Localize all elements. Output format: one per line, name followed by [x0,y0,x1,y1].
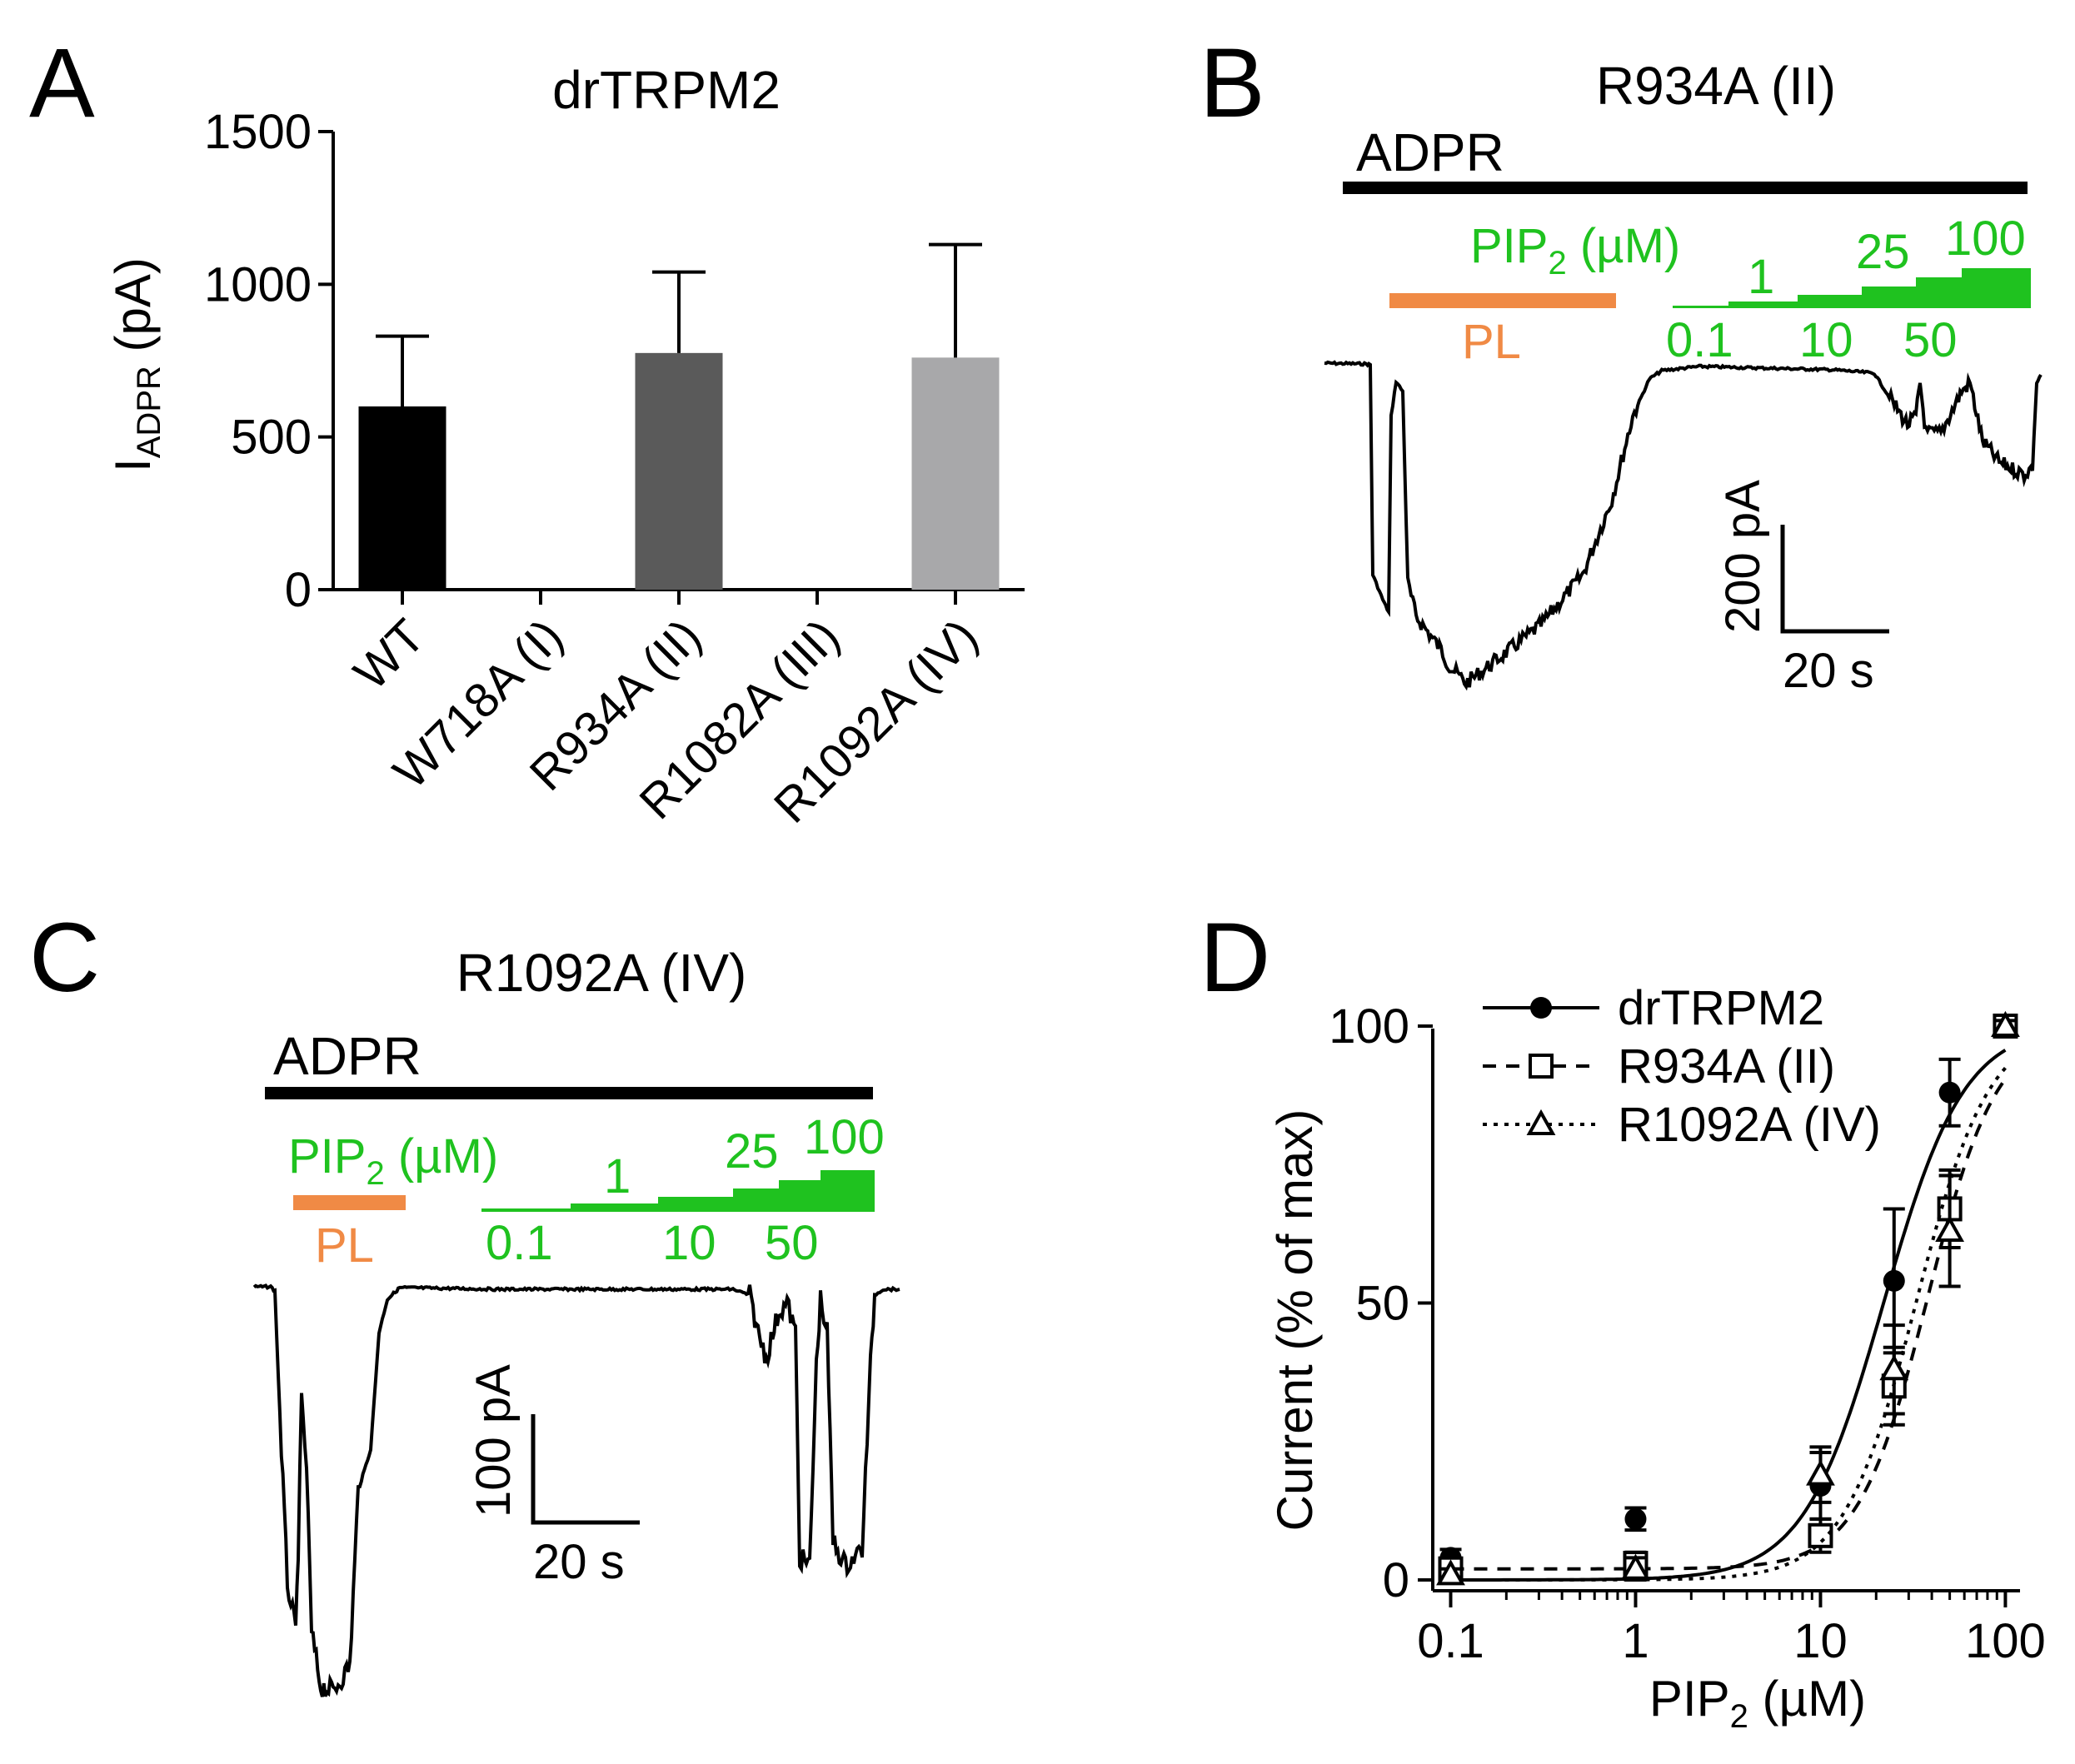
panel-d-y-axis-label: Current (% of max) [1267,1109,1323,1532]
y-tick-label: 0 [1383,1553,1409,1607]
x-tick-label: WT [343,609,435,700]
x-label-unit: (µM) [1748,1671,1866,1727]
panel-b-pip2-staircase [1673,268,2031,308]
y-tick-label: 1000 [204,257,312,311]
panel-b-conc-0.1: 0.1 [1666,313,1733,367]
legend-marker [1529,1054,1554,1079]
y-tick-label: 0 [285,563,312,617]
panel-b-scale-bar [1780,525,1889,634]
panel-c-letter: C [29,903,100,1013]
panel-b-scale-y-label: 200 pA [1716,480,1770,633]
panel-c-scale-x-label: 20 s [533,1535,625,1589]
panel-c-conc-50: 50 [765,1216,819,1270]
panel-b-title: R934A (II) [1596,56,1836,116]
panel-c-pip2-staircase [481,1170,875,1212]
x-tick-label: 1 [1622,1614,1649,1668]
panel-c-scale-y-label: 100 pA [466,1364,521,1517]
pip2-unit: (µM) [1567,219,1680,273]
panel-b-conc-100: 100 [1945,212,2026,266]
pip2-unit: (µM) [385,1129,498,1183]
x-tick-label: 100 [1965,1614,2046,1668]
legend-label: R934A (II) [1618,1039,1835,1094]
data-point-drTRPM2 [1883,1269,1905,1292]
panel-b-adpr-bar [1343,182,2028,194]
pip2-subscript: 2 [1549,245,1567,282]
pip2-text: PIP [288,1129,367,1183]
y-tick-label: 1500 [204,105,312,159]
panel-b-conc-50: 50 [1903,313,1958,367]
panel-a-title: drTRPM2 [552,60,781,120]
panel-b-pl-label: PL [1462,315,1521,369]
panel-b-pl-bar [1389,293,1616,308]
fit-curve-drTRPM2 [1450,1049,2007,1582]
legend-label: R1092A (IV) [1618,1098,1881,1152]
bar-R934A (II) [635,352,723,590]
panel-b-letter: B [1200,28,1265,138]
x-label-main: PIP [1649,1671,1730,1727]
data-point-R1092A (IV) [1621,1553,1650,1580]
panel-c-title: R1092A (IV) [456,943,747,1003]
panel-b-current-trace [1324,360,2043,691]
data-point-R1092A (IV) [1806,1459,1835,1486]
pip2-subscript: 2 [367,1155,385,1192]
y-tick-label: 100 [1329,999,1409,1054]
y-label-sub: ADPR [131,366,167,458]
pip2-text: PIP [1470,219,1549,273]
fit-curve-R934A (II) [1450,1078,2008,1571]
panel-b: B R934A (II) ADPR PIP2 (µM) PL 1 25 100 … [1200,28,2043,698]
data-point-R1092A (IV) [1991,1010,2020,1037]
panel-a-y-axis-label: IADPR (pA) [105,257,167,472]
bar-R1092A (IV) [911,357,1000,590]
panel-c-conc-1: 1 [604,1149,631,1203]
panel-c-current-trace [252,1283,900,1697]
panel-c-conc-100: 100 [804,1110,885,1164]
panel-c-adpr-label: ADPR [273,1026,421,1086]
y-label-main: I [105,458,161,472]
panel-c-pl-bar [293,1195,406,1210]
panel-d-letter: D [1200,903,1270,1013]
svg-text:IADPR (pA): IADPR (pA) [105,257,167,472]
panel-c-adpr-bar [265,1087,873,1099]
panel-b-conc-25: 25 [1856,225,1910,279]
x-tick-label: 10 [1793,1614,1848,1668]
x-label-sub: 2 [1730,1698,1748,1735]
bar-WT [358,406,446,590]
panel-b-pip2-label: PIP2 (µM) [1470,219,1680,282]
data-point-drTRPM2 [1624,1507,1647,1530]
panel-c-pl-label: PL [315,1218,374,1273]
panel-c-conc-10: 10 [662,1216,716,1270]
y-tick-label: 500 [231,411,312,465]
data-point-drTRPM2 [1938,1081,1961,1104]
panel-c-conc-0.1: 0.1 [486,1216,553,1270]
x-tick-label: 0.1 [1417,1614,1484,1668]
panel-b-scale-x-label: 20 s [1783,644,1874,698]
panel-a-letter: A [29,28,95,138]
y-label-unit: (pA) [105,257,161,366]
legend-marker [1530,997,1552,1019]
data-point-R934A (II) [1808,1522,1833,1548]
panel-c-pip2-label: PIP2 (µM) [288,1129,498,1192]
panel-b-adpr-label: ADPR [1356,122,1504,182]
legend-marker [1526,1109,1556,1135]
data-point-R1092A (IV) [1436,1559,1465,1586]
data-point-R1092A (IV) [1879,1354,1909,1381]
panel-c-conc-25: 25 [725,1124,779,1178]
panel-c: C R1092A (IV) ADPR PIP2 (µM) PL 1 25 100… [29,903,900,1697]
panel-b-conc-10: 10 [1799,313,1853,367]
panel-d-x-axis-label: PIP2 (µM) [1649,1671,1866,1735]
legend-label: drTRPM2 [1618,981,1824,1035]
panel-c-scale-bar [531,1414,640,1525]
y-tick-label: 50 [1355,1277,1409,1331]
data-point-R1092A (IV) [1935,1215,1965,1243]
panel-b-conc-1: 1 [1748,250,1774,304]
